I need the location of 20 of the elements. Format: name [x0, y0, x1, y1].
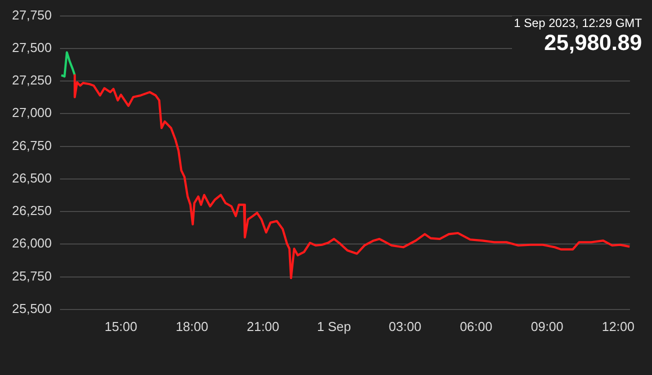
- y-tick-label: 25,500: [12, 300, 52, 316]
- y-tick-label: 26,250: [12, 203, 52, 218]
- y-tick-label: 27,500: [12, 40, 52, 55]
- x-tick-label: 09:00: [530, 318, 564, 334]
- annotation: 25,980.89: [543, 30, 642, 56]
- y-tick-label: 27,000: [12, 105, 52, 120]
- x-tick-label: 12:00: [602, 318, 634, 334]
- y-tick-label: 25,750: [12, 268, 52, 284]
- y-tick-label: 26,750: [12, 138, 52, 153]
- x-tick-label: 15:00: [104, 318, 138, 334]
- x-tick-label: 03:00: [388, 318, 422, 334]
- annotation: 1 Sep 2023, 12:29 GMT: [514, 16, 642, 30]
- y-tick-label: 26,500: [12, 170, 52, 186]
- x-tick-label: 18:00: [176, 318, 208, 334]
- x-tick-label: 21:00: [246, 318, 280, 334]
- y-tick-label: 26,000: [12, 236, 52, 251]
- x-tick-label: 1 Sep: [317, 318, 352, 334]
- x-tick-label: 06:00: [460, 318, 492, 334]
- y-tick-label: 27,250: [12, 72, 52, 88]
- y-tick-label: 27,750: [12, 7, 52, 22]
